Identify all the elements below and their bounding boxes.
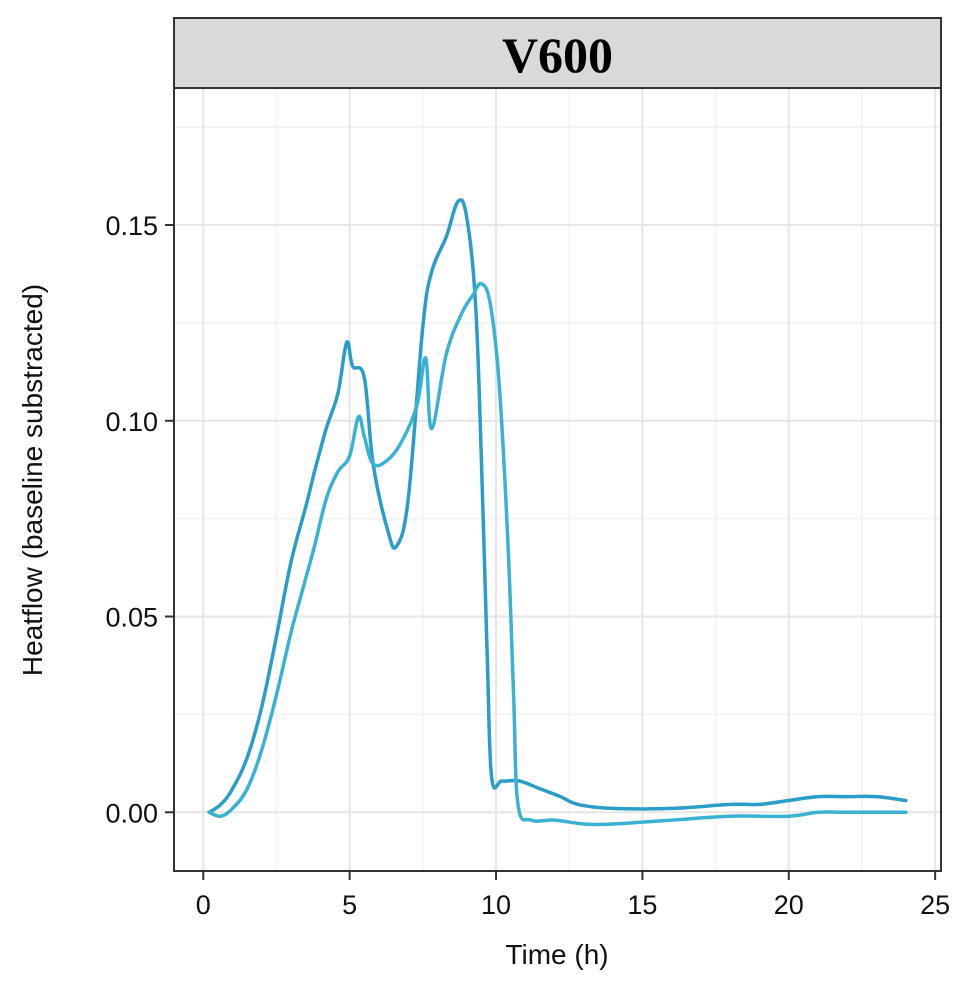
x-tick-label: 20 [774,890,804,920]
series-line-1 [207,198,908,815]
y-tick-label: 0.15 [105,211,158,241]
plot-border [173,87,942,872]
x-axis: 0 5 10 15 20 25 [196,871,950,920]
plot-panel [174,88,941,871]
y-axis-title: Heatflow (baseline substracted) [17,284,48,676]
x-tick-label: 5 [342,890,357,920]
y-tick-label: 0.05 [105,603,158,633]
x-tick-label: 0 [196,890,211,920]
series-group [207,198,908,827]
x-tick-label: 15 [627,890,657,920]
x-tick-label: 10 [481,890,511,920]
grid [174,88,941,871]
chart-title: V600 [502,27,613,83]
facet-strip [173,17,942,89]
y-axis: 0.00 0.05 0.10 0.15 [105,211,174,828]
y-tick-label: 0.10 [105,407,158,437]
series-line-2 [207,281,908,827]
x-tick-label: 25 [920,890,950,920]
x-axis-title: Time (h) [505,939,608,970]
y-tick-label: 0.00 [105,798,158,828]
